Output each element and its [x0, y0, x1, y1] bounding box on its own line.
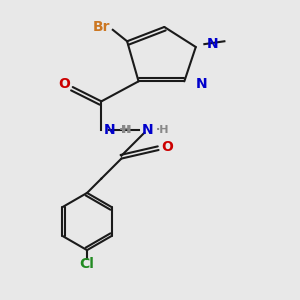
Text: N: N	[141, 123, 153, 137]
Text: ·H: ·H	[156, 125, 169, 135]
Text: Br: Br	[93, 20, 110, 34]
Text: N: N	[196, 77, 207, 91]
Text: Cl: Cl	[80, 257, 94, 272]
Text: O: O	[161, 140, 173, 154]
Text: N: N	[207, 37, 219, 51]
Text: O: O	[58, 77, 70, 91]
Text: H: H	[121, 125, 130, 135]
Text: N: N	[104, 123, 116, 137]
Text: ·H: ·H	[118, 125, 132, 135]
